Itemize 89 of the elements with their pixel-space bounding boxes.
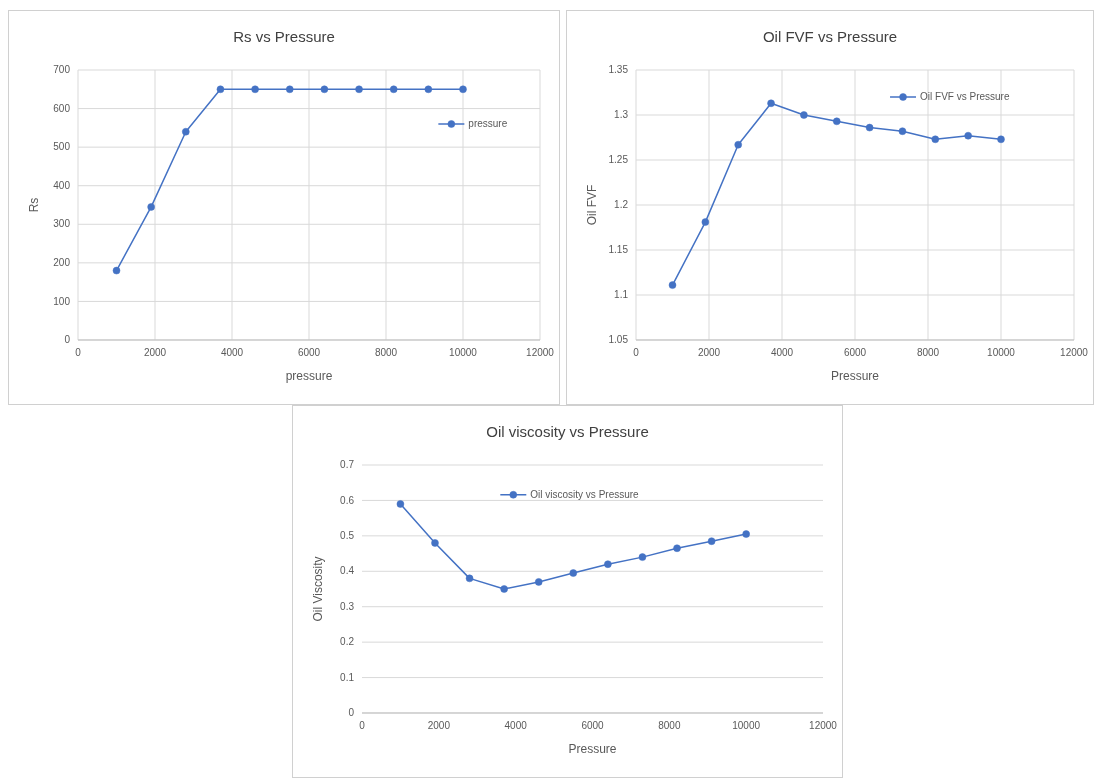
x-tick-label: 10000 [732,720,761,731]
y-tick-label: 1.3 [614,109,629,121]
y-tick-label: 300 [53,218,71,230]
point [931,135,940,144]
point [355,85,363,94]
point [668,281,677,289]
x-tick-label: 6000 [843,347,867,358]
x-tick-label: 2000 [697,347,721,358]
point [251,85,259,94]
y-axis-title: Oil FVF [585,184,599,226]
point [767,99,775,108]
y-tick-label: 0 [64,334,71,346]
chart-title: Rs vs Pressure [233,28,335,45]
x-tick-label: 8000 [916,347,940,358]
y-tick-label: 0.6 [340,494,355,506]
point [424,85,433,94]
point [182,127,190,136]
x-tick-label: 0 [359,720,366,731]
point [604,560,612,568]
y-tick-label: 1.35 [608,64,629,76]
x-tick-label: 4000 [504,720,528,731]
legend-label: Oil viscosity vs Pressure [530,488,640,500]
point [898,127,907,135]
point [320,85,329,94]
y-tick-label: 0.7 [340,459,355,471]
x-tick-label: 8000 [658,720,681,731]
y-tick-label: 200 [53,257,71,269]
x-tick-label: 8000 [374,347,398,358]
y-tick-label: 500 [53,141,71,153]
y-axis-title: Rs [27,197,41,213]
chart-title: Oil FVF vs Pressure [762,28,898,45]
x-tick-label: 4000 [220,347,244,358]
y-tick-label: 1.25 [608,154,629,166]
y-tick-label: 700 [53,64,71,76]
x-axis-title: pressure [285,369,333,383]
legend-label: pressure [468,118,508,130]
point [534,578,543,586]
point [465,574,474,583]
y-tick-label: 1.2 [614,199,629,211]
point [112,266,121,275]
x-axis-title: Pressure [830,369,880,383]
x-tick-label: 2000 [143,347,167,358]
point [964,131,972,140]
y-tick-label: 1.05 [608,334,629,346]
x-axis-title: Pressure [568,742,617,756]
y-axis-title: Oil Viscosity [311,556,325,622]
x-tick-label: 6000 [297,347,321,358]
x-tick-label: 0 [633,347,640,358]
point [997,135,1005,144]
point [701,218,710,226]
x-tick-label: 12000 [526,347,555,358]
chart-title: Oil viscosity vs Pressure [486,423,649,440]
point [459,85,467,94]
point [396,500,405,508]
point [500,585,508,593]
y-tick-label: 0.1 [340,671,355,683]
legend-label: Oil FVF vs Pressure [920,91,1010,103]
x-tick-label: 6000 [581,720,605,731]
point [569,569,578,577]
point [800,111,808,119]
point [707,537,716,545]
point [734,140,742,149]
point [742,530,750,538]
y-tick-label: 0.4 [340,565,355,577]
y-tick-label: 600 [53,102,71,114]
point [389,85,398,94]
point [833,117,841,126]
point [286,85,294,94]
y-tick-label: 0.2 [340,636,355,648]
x-tick-label: 2000 [427,720,451,731]
y-tick-label: 1.1 [614,289,629,301]
point [147,203,155,211]
y-tick-label: 0.5 [340,530,355,542]
point [865,123,874,132]
x-tick-label: 10000 [987,347,1016,358]
point [638,553,647,561]
y-tick-label: 100 [53,295,71,307]
x-tick-label: 12000 [1060,347,1089,358]
point [216,85,225,94]
y-tick-label: 0 [348,707,355,719]
x-tick-label: 4000 [770,347,794,358]
x-tick-label: 12000 [809,720,838,731]
x-tick-label: 10000 [449,347,478,358]
point [673,544,681,553]
point [431,539,439,547]
y-tick-label: 1.15 [608,244,629,256]
y-tick-label: 0.3 [340,600,355,612]
y-tick-label: 400 [53,179,71,191]
x-tick-label: 0 [75,347,82,358]
